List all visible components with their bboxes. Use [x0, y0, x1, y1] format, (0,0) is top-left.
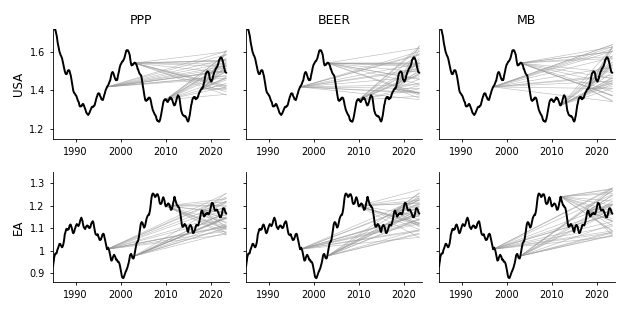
Y-axis label: USA: USA	[12, 72, 25, 96]
Y-axis label: EA: EA	[12, 219, 25, 235]
Title: MB: MB	[517, 14, 537, 27]
Title: PPP: PPP	[130, 14, 152, 27]
Title: BEER: BEER	[317, 14, 351, 27]
